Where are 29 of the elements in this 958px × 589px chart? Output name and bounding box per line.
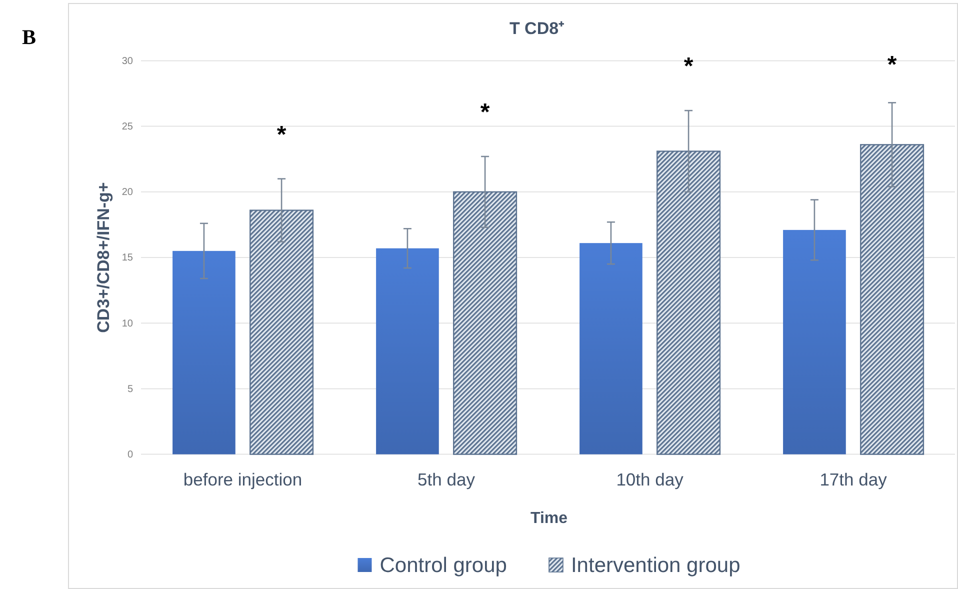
y-tick-label: 10 bbox=[122, 318, 134, 330]
y-axis-title: CD3+/CD8+/IFN-g+ bbox=[94, 182, 113, 333]
annotation: * bbox=[887, 51, 898, 78]
x-tick-label: before injection bbox=[183, 470, 302, 490]
bar bbox=[656, 150, 721, 455]
bar bbox=[860, 144, 924, 455]
annotation: * bbox=[684, 53, 694, 80]
x-tick-label: 5th day bbox=[418, 470, 476, 490]
legend-label: Intervention group bbox=[570, 554, 740, 577]
x-axis-title: Time bbox=[530, 510, 568, 527]
bar bbox=[580, 243, 642, 454]
text: B bbox=[22, 25, 36, 49]
annotation: * bbox=[276, 121, 287, 148]
bar bbox=[250, 210, 314, 455]
annotation: * bbox=[480, 99, 490, 126]
x-tick-label: 17th day bbox=[820, 470, 888, 490]
bar bbox=[376, 248, 439, 454]
bar bbox=[453, 191, 518, 455]
y-tick-label: 15 bbox=[122, 252, 134, 264]
chart-title: T CD8⁺ bbox=[509, 19, 565, 38]
y-tick-label: 30 bbox=[122, 56, 134, 67]
y-tick-label: 20 bbox=[122, 187, 134, 198]
y-tick-label: 25 bbox=[122, 122, 134, 132]
y-tick-label: 0 bbox=[127, 450, 134, 460]
bar bbox=[783, 230, 846, 454]
bar bbox=[172, 250, 236, 454]
y-tick-label: 5 bbox=[127, 384, 134, 395]
x-tick-label: 10th day bbox=[616, 470, 684, 490]
legend-label: Control group bbox=[380, 554, 507, 577]
